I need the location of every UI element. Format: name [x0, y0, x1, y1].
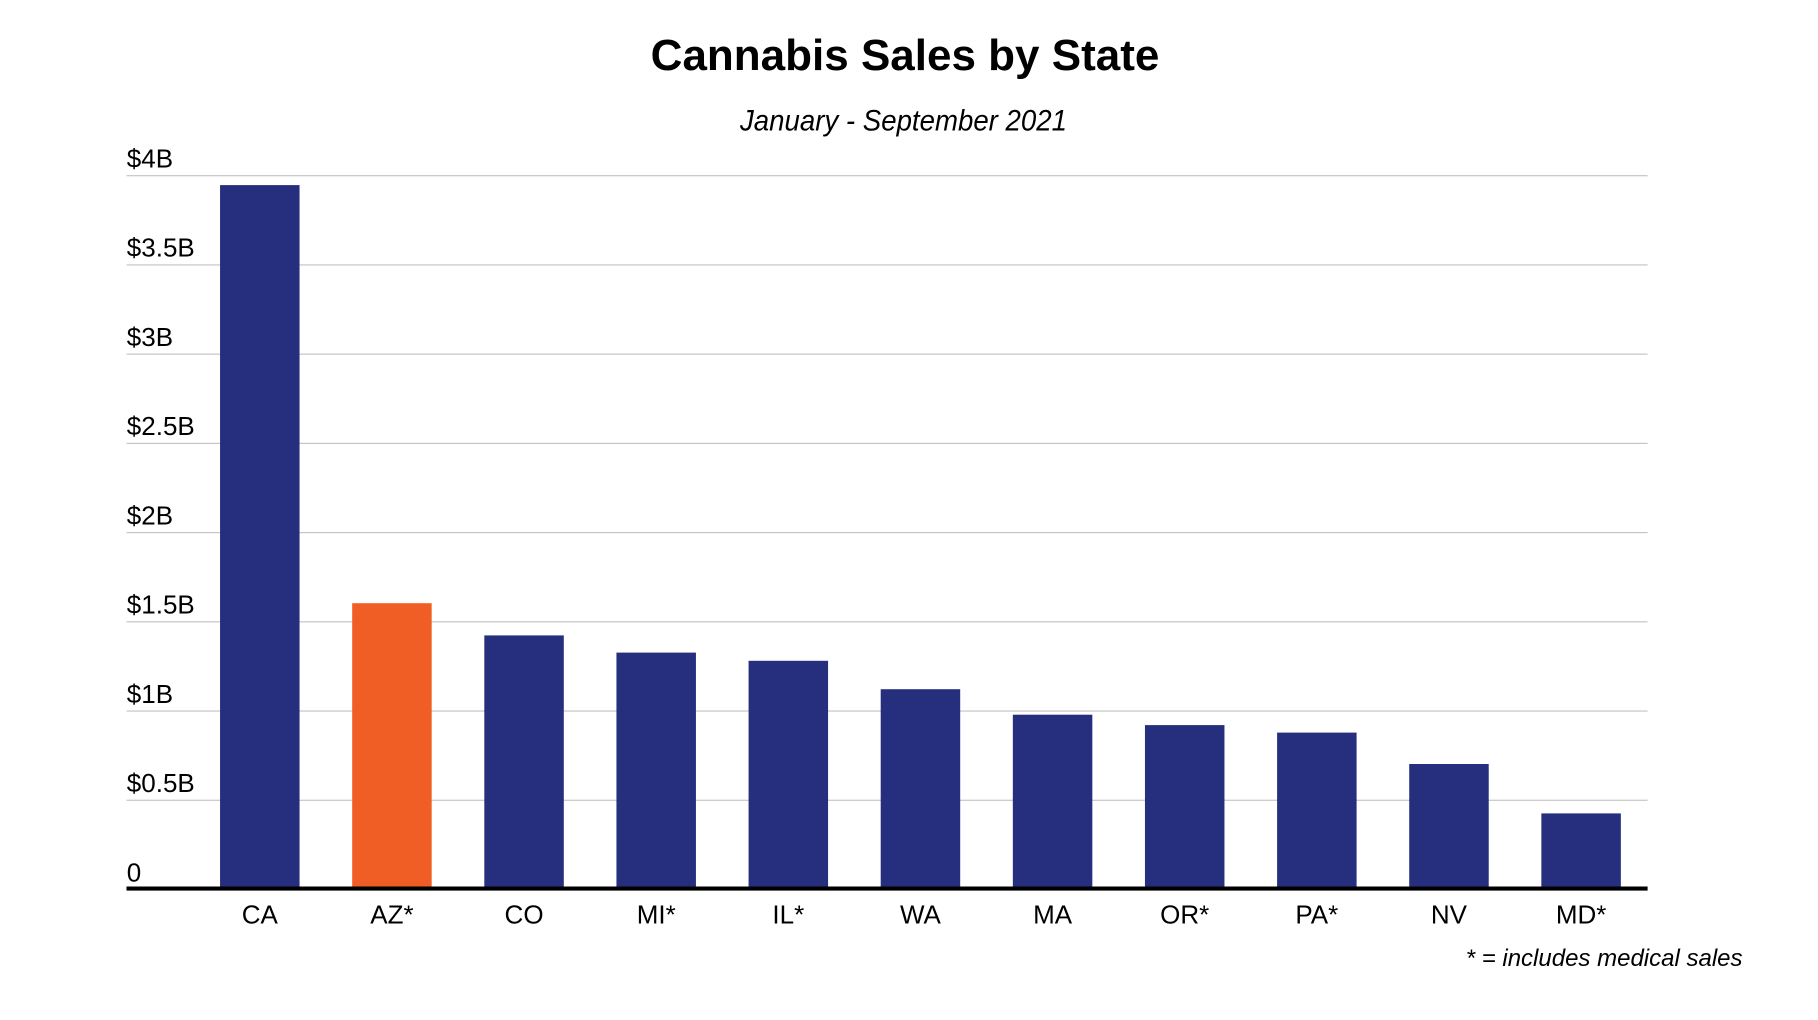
- svg-text:PA*: PA*: [1295, 900, 1338, 930]
- svg-text:AZ*: AZ*: [370, 900, 413, 930]
- svg-text:$0.5B: $0.5B: [127, 768, 195, 798]
- svg-text:$2B: $2B: [127, 500, 173, 530]
- svg-text:$2.5B: $2.5B: [127, 411, 195, 441]
- svg-text:CO: CO: [505, 900, 544, 930]
- svg-text:* = includes medical sales: * = includes medical sales: [1466, 945, 1743, 972]
- svg-text:OR*: OR*: [1160, 900, 1209, 930]
- svg-text:MA: MA: [1033, 900, 1073, 930]
- svg-text:CA: CA: [242, 900, 279, 930]
- svg-text:MI*: MI*: [637, 900, 676, 930]
- svg-text:$3B: $3B: [127, 322, 173, 352]
- svg-text:NV: NV: [1431, 900, 1468, 930]
- svg-text:Cannabis Sales by State: Cannabis Sales by State: [651, 31, 1160, 80]
- svg-text:MD*: MD*: [1556, 900, 1607, 930]
- svg-text:IL*: IL*: [772, 900, 804, 930]
- svg-text:WA: WA: [900, 900, 942, 930]
- svg-text:$1B: $1B: [127, 679, 173, 709]
- svg-text:$3.5B: $3.5B: [127, 233, 195, 263]
- svg-text:$4B: $4B: [127, 143, 173, 173]
- svg-text:January - September 2021: January - September 2021: [739, 105, 1067, 138]
- svg-text:0: 0: [127, 857, 141, 887]
- svg-text:$1.5B: $1.5B: [127, 590, 195, 620]
